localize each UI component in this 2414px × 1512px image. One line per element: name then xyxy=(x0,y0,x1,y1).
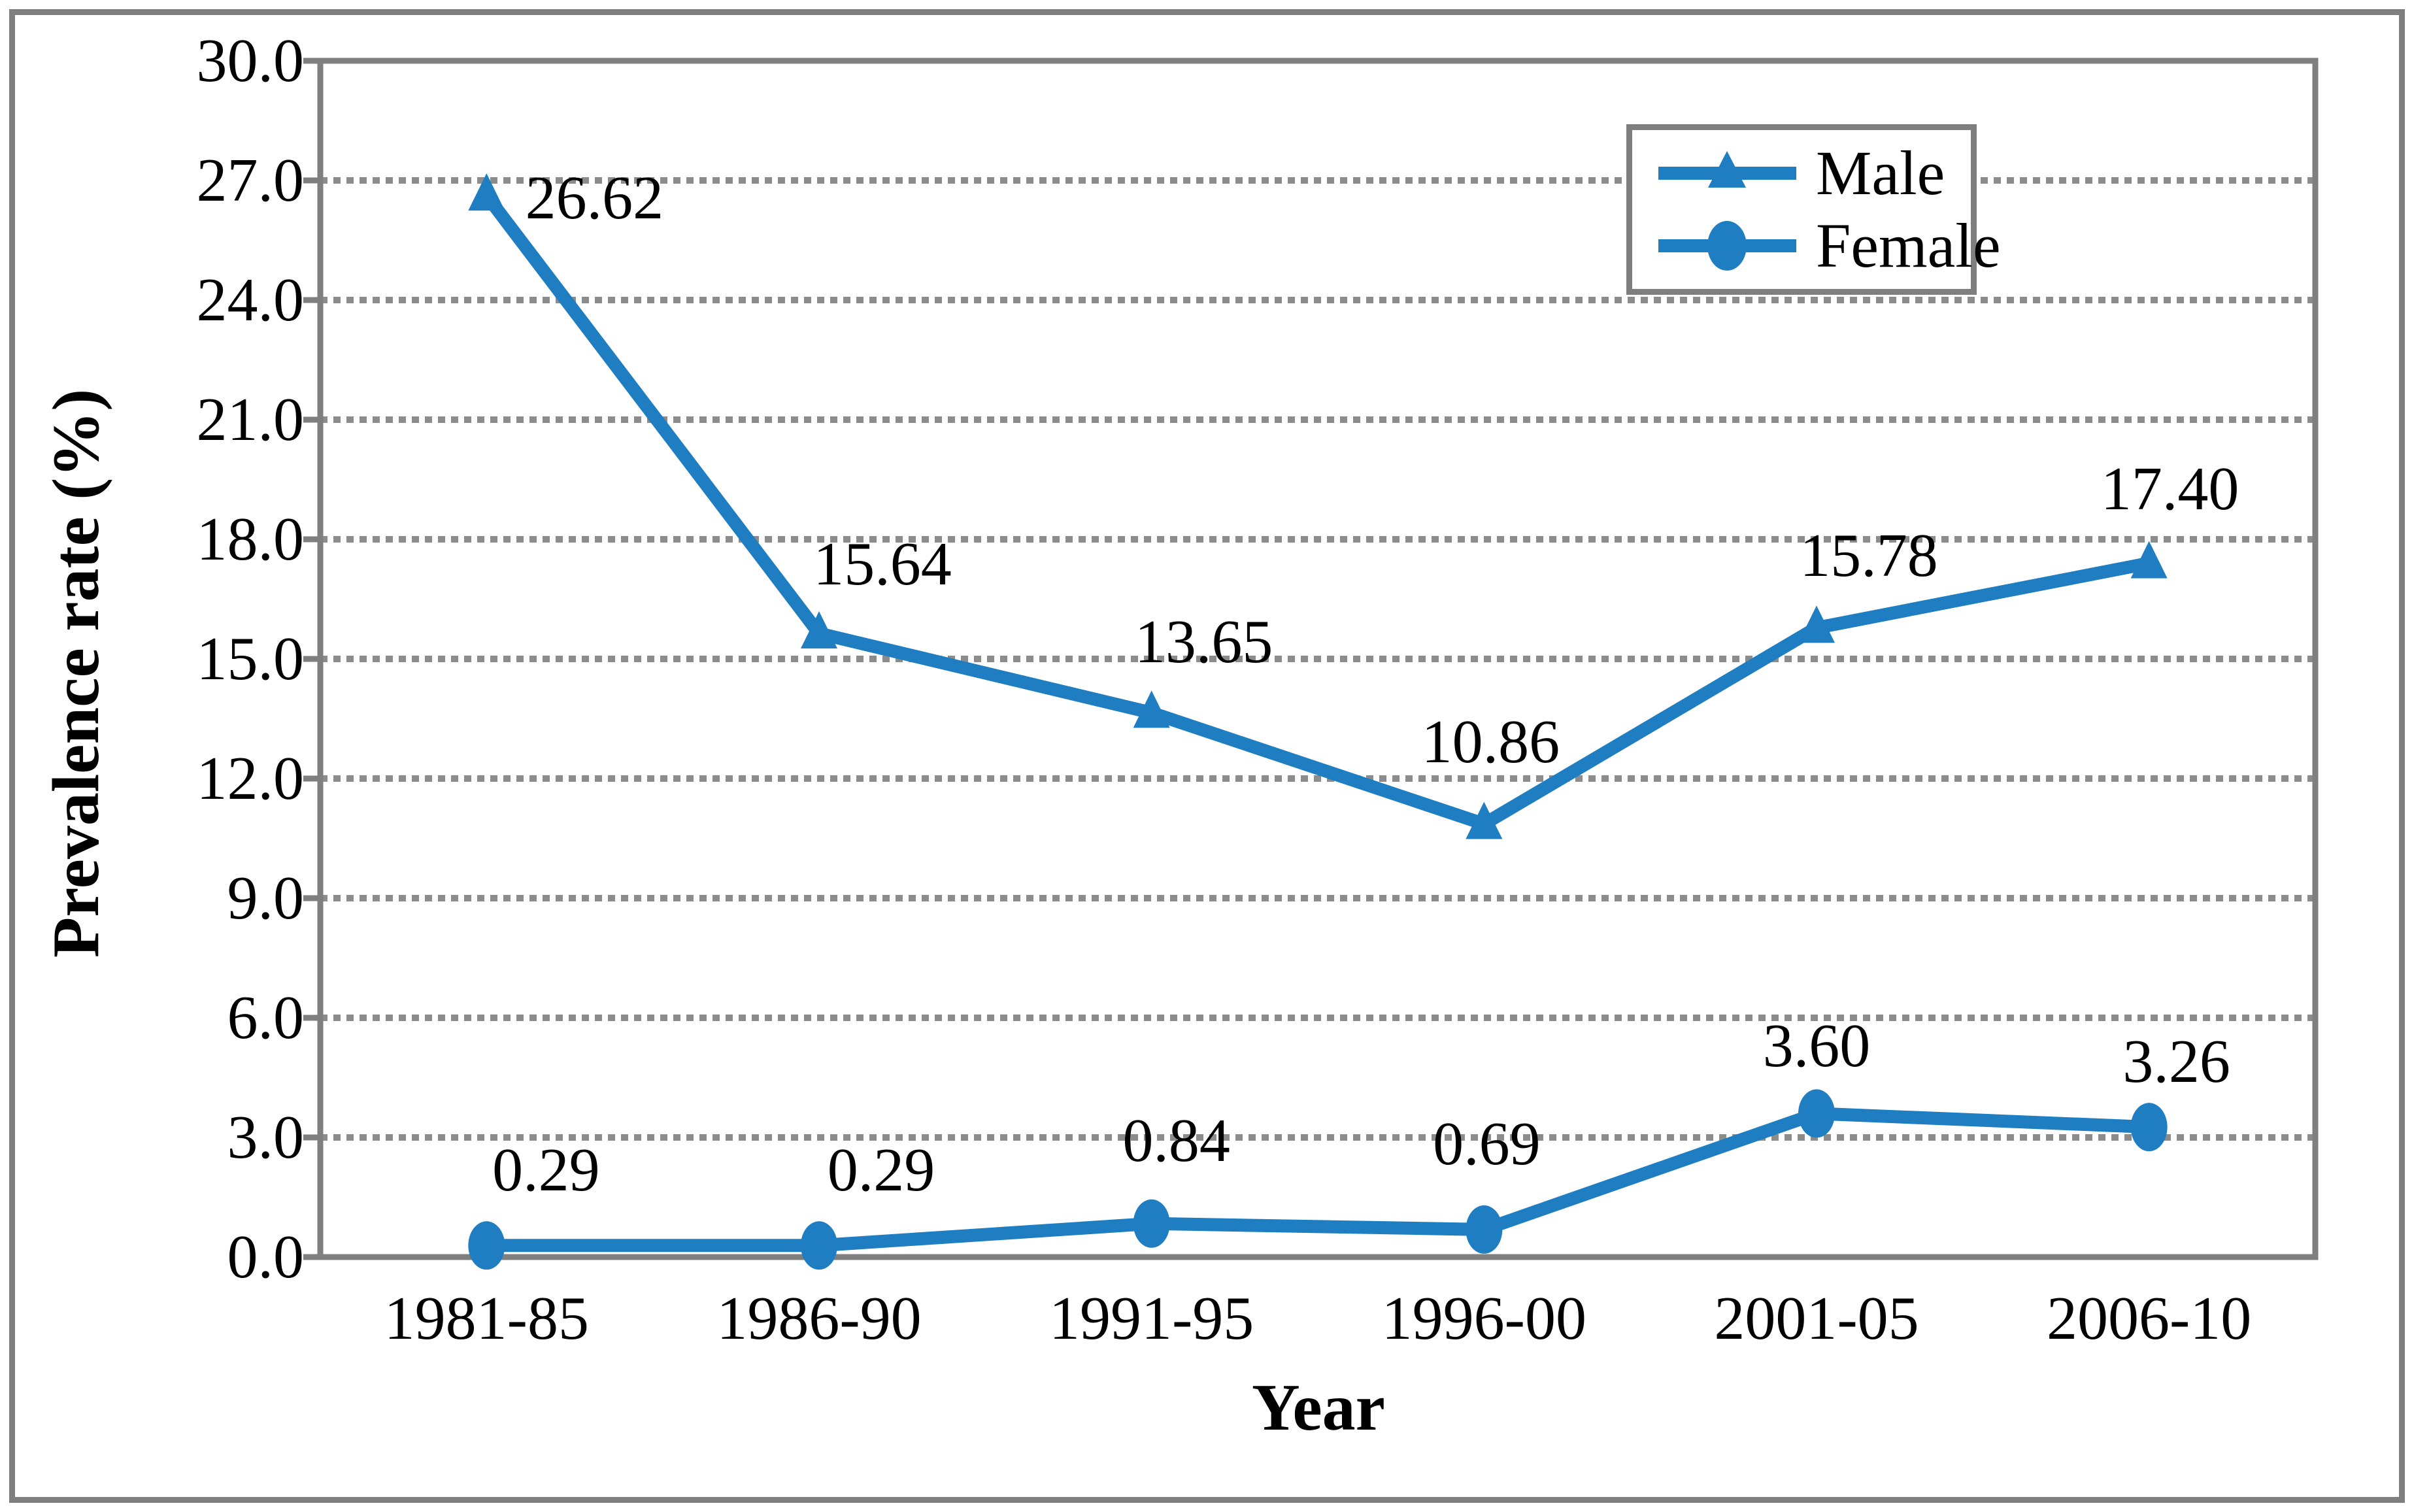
marker-circle-female-4 xyxy=(1798,1089,1835,1138)
x-axis-title: Year xyxy=(1252,1371,1385,1445)
x-tick-label-1981-85: 1981-85 xyxy=(384,1285,589,1352)
y-tick-label-18.0: 18.0 xyxy=(196,505,305,573)
y-tick-label-6.0: 6.0 xyxy=(227,984,305,1052)
data-label-male-4: 15.78 xyxy=(1800,522,1938,590)
y-tick-label-3.0: 3.0 xyxy=(227,1103,305,1171)
y-tick-label-0.0: 0.0 xyxy=(227,1223,305,1291)
y-tick-label-15.0: 15.0 xyxy=(196,625,305,693)
legend-label-male: Male xyxy=(1816,137,1945,208)
marker-triangle-male-0 xyxy=(468,173,505,211)
female-line-circle-icon xyxy=(1658,221,1796,271)
x-tick-label-2006-10: 2006-10 xyxy=(2047,1285,2252,1352)
y-tick-label-9.0: 9.0 xyxy=(227,864,305,932)
marker-circle-female-0 xyxy=(468,1221,505,1270)
legend-label-female: Female xyxy=(1816,210,2001,281)
data-label-male-3: 10.86 xyxy=(1421,707,1560,776)
y-tick-label-12.0: 12.0 xyxy=(196,745,305,813)
x-tick-label-1991-95: 1991-95 xyxy=(1049,1285,1254,1352)
y-tick-label-27.0: 27.0 xyxy=(196,146,305,214)
marker-triangle-male-5 xyxy=(2130,541,2168,579)
data-label-female-4: 3.60 xyxy=(1762,1012,1871,1081)
male-line-triangle-icon xyxy=(1658,150,1796,188)
marker-circle-female-5 xyxy=(2130,1103,2168,1152)
y-axis-title: Prevalence rate (%) xyxy=(39,388,113,958)
y-tick-label-24.0: 24.0 xyxy=(196,266,305,334)
marker-circle-female-2 xyxy=(1133,1199,1170,1248)
data-label-female-0: 0.29 xyxy=(492,1136,600,1205)
marker-triangle-male-4 xyxy=(1798,605,1835,643)
data-label-male-2: 13.65 xyxy=(1134,608,1273,677)
legend-item-female: Female xyxy=(1657,213,2001,278)
marker-triangle-male-3 xyxy=(1466,801,1503,839)
data-label-male-0: 26.62 xyxy=(525,164,664,233)
marker-circle-female-1 xyxy=(801,1221,837,1270)
marker-triangle-male-2 xyxy=(1133,690,1170,728)
marker-circle-female-3 xyxy=(1466,1205,1503,1254)
figure-border xyxy=(9,9,2405,1503)
data-label-male-1: 15.64 xyxy=(813,529,952,598)
data-label-male-5: 17.40 xyxy=(2100,454,2239,523)
series-line-male xyxy=(481,192,2151,832)
y-tick-label-21.0: 21.0 xyxy=(196,386,305,454)
data-label-female-3: 0.69 xyxy=(1433,1109,1541,1178)
data-label-female-5: 3.26 xyxy=(2122,1028,2230,1096)
y-tick-label-30.0: 30.0 xyxy=(196,27,305,95)
x-tick-label-1986-90: 1986-90 xyxy=(716,1285,922,1352)
legend: Male Female xyxy=(1626,124,2001,295)
marker-triangle-male-1 xyxy=(801,611,837,648)
legend-item-male: Male xyxy=(1657,141,1971,206)
x-tick-label-2001-05: 2001-05 xyxy=(1714,1285,1919,1352)
data-label-female-1: 0.29 xyxy=(827,1136,935,1205)
series-line-female xyxy=(486,1107,2150,1252)
data-label-female-2: 0.84 xyxy=(1122,1106,1230,1175)
x-tick-label-1996-00: 1996-00 xyxy=(1381,1285,1586,1352)
